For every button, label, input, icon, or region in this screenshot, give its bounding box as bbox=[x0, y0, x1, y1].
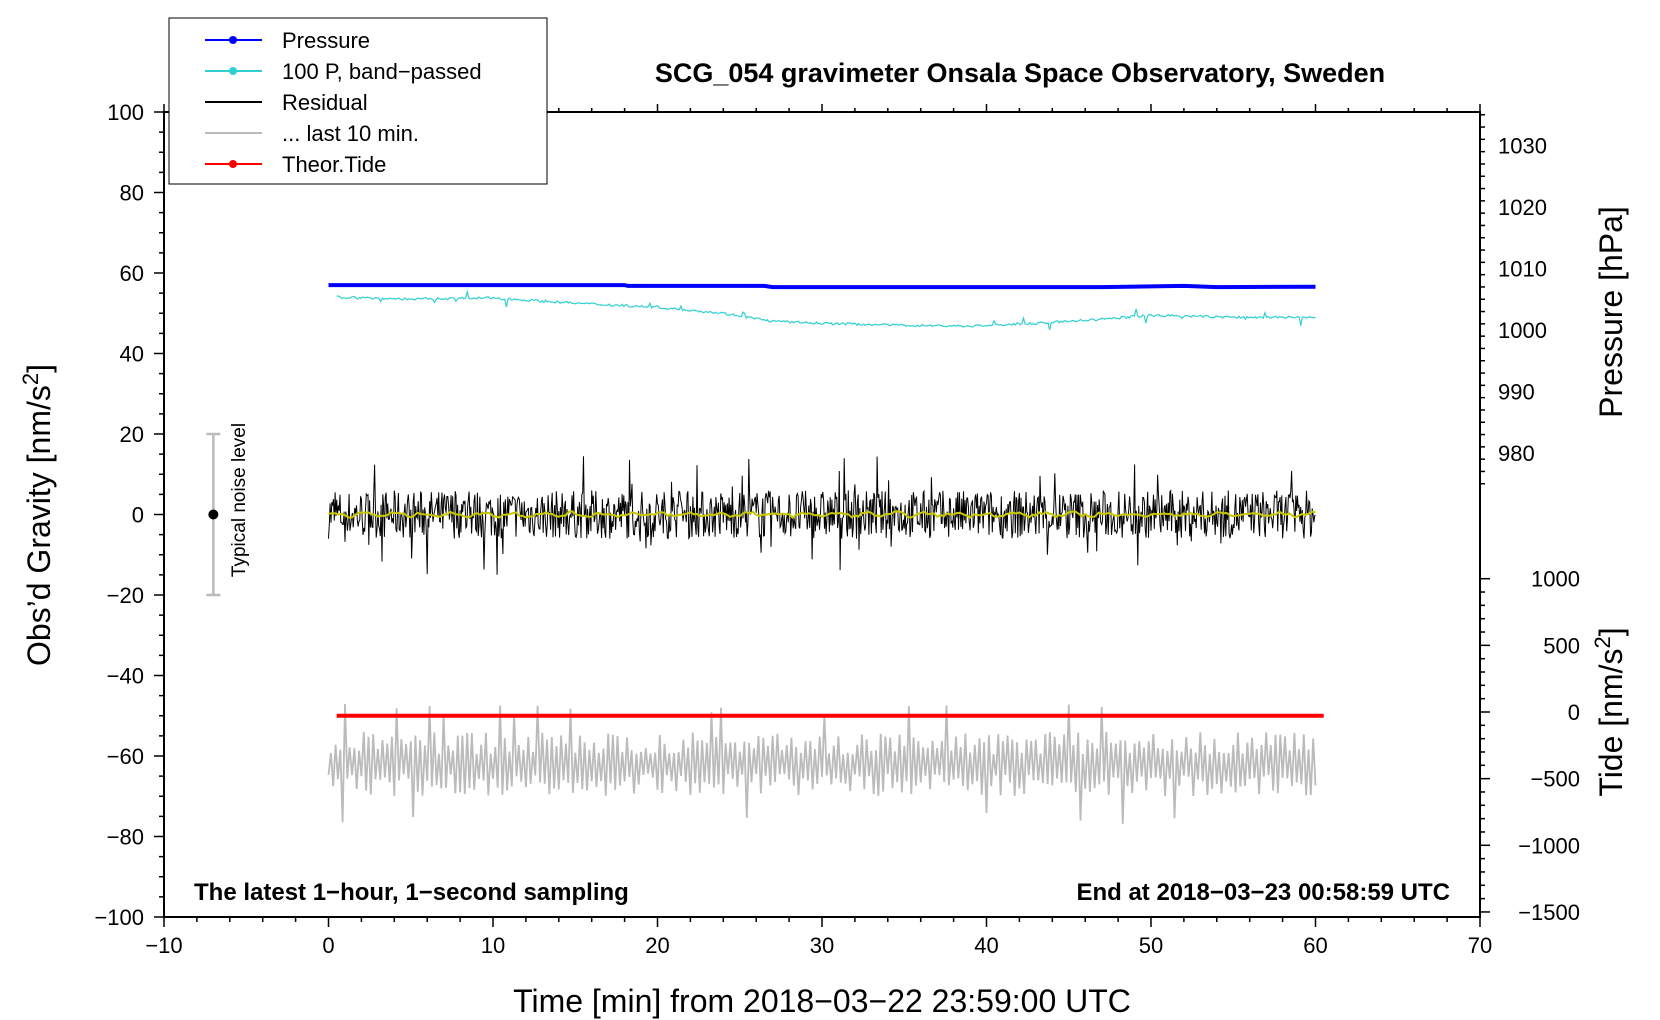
x-tick-label: 30 bbox=[810, 933, 834, 958]
y-tick-label: 0 bbox=[132, 503, 144, 528]
pressure-tick-label: 1000 bbox=[1498, 318, 1547, 343]
note-sampling: The latest 1−hour, 1−second sampling bbox=[194, 879, 629, 906]
x-axis: −10 0 10 20 30 40 50 60 70 bbox=[145, 104, 1492, 958]
x-tick-label: 0 bbox=[322, 933, 334, 958]
pressure-tick-label: 990 bbox=[1498, 380, 1535, 405]
series-last-10-min bbox=[327, 703, 1317, 824]
noise-label: Typical noise level bbox=[229, 423, 250, 577]
y-axis-left: 100 80 60 40 20 0 −20 −40 −60 −80 −100 bbox=[94, 100, 164, 930]
x-tick-label: 40 bbox=[974, 933, 998, 958]
x-tick-label: 50 bbox=[1139, 933, 1163, 958]
note-end-time: End at 2018−03−23 00:58:59 UTC bbox=[1076, 879, 1450, 906]
y-tick-label: 40 bbox=[120, 342, 144, 367]
x-tick-label: 60 bbox=[1303, 933, 1327, 958]
y-axis-tide-title: Tide [nm/s2] bbox=[1590, 627, 1629, 796]
y-tick-label: 20 bbox=[120, 422, 144, 447]
y-tick-label: 100 bbox=[107, 100, 144, 125]
typical-noise-bar bbox=[206, 432, 221, 597]
y-axis-pressure: 1030 1020 1010 1000 990 980 bbox=[1480, 114, 1547, 485]
x-axis-title: Time [min] from 2018−03−22 23:59:00 UTC bbox=[513, 983, 1131, 1019]
legend-label: Residual bbox=[282, 90, 368, 115]
y-tick-label: 60 bbox=[120, 261, 144, 286]
tide-tick-label: −1000 bbox=[1518, 833, 1580, 858]
pressure-tick-label: 1030 bbox=[1498, 134, 1547, 159]
series-layer bbox=[327, 283, 1324, 824]
tide-tick-label: 0 bbox=[1568, 700, 1580, 725]
x-tick-label: 70 bbox=[1468, 933, 1492, 958]
series-residual-smoothed bbox=[328, 510, 1316, 520]
chart-title: SCG_054 gravimeter Onsala Space Observat… bbox=[655, 58, 1385, 88]
y-axis-pressure-title: Pressure [hPa] bbox=[1593, 206, 1629, 418]
x-tick-label: 20 bbox=[645, 933, 669, 958]
pressure-tick-label: 1020 bbox=[1498, 195, 1547, 220]
series-pressure bbox=[328, 283, 1316, 290]
pressure-tick-label: 1010 bbox=[1498, 257, 1547, 282]
legend-label: 100 P, band−passed bbox=[282, 59, 482, 84]
legend-label: ... last 10 min. bbox=[282, 121, 419, 146]
legend-label: Theor.Tide bbox=[282, 152, 386, 177]
tide-tick-label: −1500 bbox=[1518, 900, 1580, 925]
y-tick-label: −40 bbox=[107, 664, 144, 689]
x-tick-label: 10 bbox=[481, 933, 505, 958]
legend-label: Pressure bbox=[282, 28, 370, 53]
pressure-tick-label: 980 bbox=[1498, 441, 1535, 466]
y-tick-label: −80 bbox=[107, 825, 144, 850]
tide-tick-label: 1000 bbox=[1531, 567, 1580, 592]
legend-swatch-marker bbox=[229, 36, 237, 44]
tide-tick-label: −500 bbox=[1530, 767, 1580, 792]
legend-swatch-marker bbox=[229, 67, 237, 75]
y-tick-label: −20 bbox=[107, 583, 144, 608]
noise-bar-center-dot bbox=[208, 509, 219, 520]
legend: Pressure 100 P, band−passed Residual ... la… bbox=[168, 17, 548, 185]
series-residual bbox=[328, 456, 1316, 575]
x-tick-label: −10 bbox=[145, 933, 182, 958]
tide-tick-label: 500 bbox=[1543, 633, 1580, 658]
y-axis-left-title: Obs’d Gravity [nm/s2] bbox=[18, 364, 57, 666]
series-band-passed bbox=[336, 289, 1316, 331]
legend-swatch-marker bbox=[229, 160, 237, 168]
y-tick-label: −60 bbox=[107, 744, 144, 769]
y-tick-label: 80 bbox=[120, 181, 144, 206]
y-tick-label: −100 bbox=[94, 905, 144, 930]
y-axis-tide: 1000 500 0 −500 −1000 −1500 bbox=[1480, 567, 1580, 925]
